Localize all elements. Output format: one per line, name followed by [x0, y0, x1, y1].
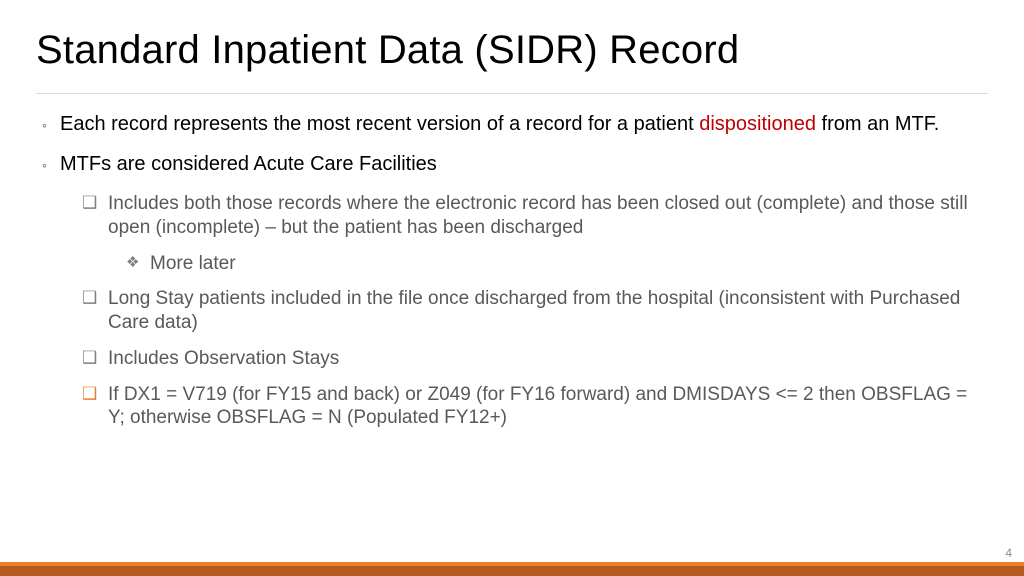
bullet-level1: ◦ MTFs are considered Acute Care Facilit… — [42, 152, 988, 178]
bullet-text: MTFs are considered Acute Care Facilitie… — [60, 152, 988, 178]
content-body: ◦ Each record represents the most recent… — [36, 112, 988, 430]
page-title: Standard Inpatient Data (SIDR) Record — [36, 28, 988, 73]
bullet-level1: ◦ Each record represents the most recent… — [42, 112, 988, 138]
square-bullet-icon: ❑ — [82, 347, 108, 371]
bullet-text: Each record represents the most recent v… — [60, 112, 988, 138]
bullet-level2: ❑ Long Stay patients included in the fil… — [82, 287, 988, 335]
square-bullet-icon: ❑ — [82, 287, 108, 335]
slide: Standard Inpatient Data (SIDR) Record ◦ … — [0, 0, 1024, 576]
bullet-level3: ❖ More later — [126, 252, 988, 276]
text-post: from an MTF. — [816, 113, 939, 135]
title-divider — [36, 93, 988, 94]
bullet-text: More later — [150, 252, 988, 276]
text-pre: Each record represents the most recent v… — [60, 113, 699, 135]
bullet-level2: ❑ Includes both those records where the … — [82, 192, 988, 240]
text-highlight: dispositioned — [699, 113, 816, 135]
bullet-text: Includes Observation Stays — [108, 347, 988, 371]
ring-bullet-icon: ◦ — [42, 112, 60, 138]
bullet-text: If DX1 = V719 (for FY15 and back) or Z04… — [108, 383, 988, 431]
bullet-text: Includes both those records where the el… — [108, 192, 988, 240]
diamond-bullet-icon: ❖ — [126, 252, 150, 276]
footer-accent-bottom — [0, 566, 1024, 576]
footer-bar — [0, 562, 1024, 576]
bullet-text: Long Stay patients included in the file … — [108, 287, 988, 335]
page-number: 4 — [1005, 546, 1012, 560]
square-bullet-icon: ❑ — [82, 383, 108, 431]
bullet-level2: ❑ If DX1 = V719 (for FY15 and back) or Z… — [82, 383, 988, 431]
square-bullet-icon: ❑ — [82, 192, 108, 240]
ring-bullet-icon: ◦ — [42, 152, 60, 178]
bullet-level2: ❑ Includes Observation Stays — [82, 347, 988, 371]
